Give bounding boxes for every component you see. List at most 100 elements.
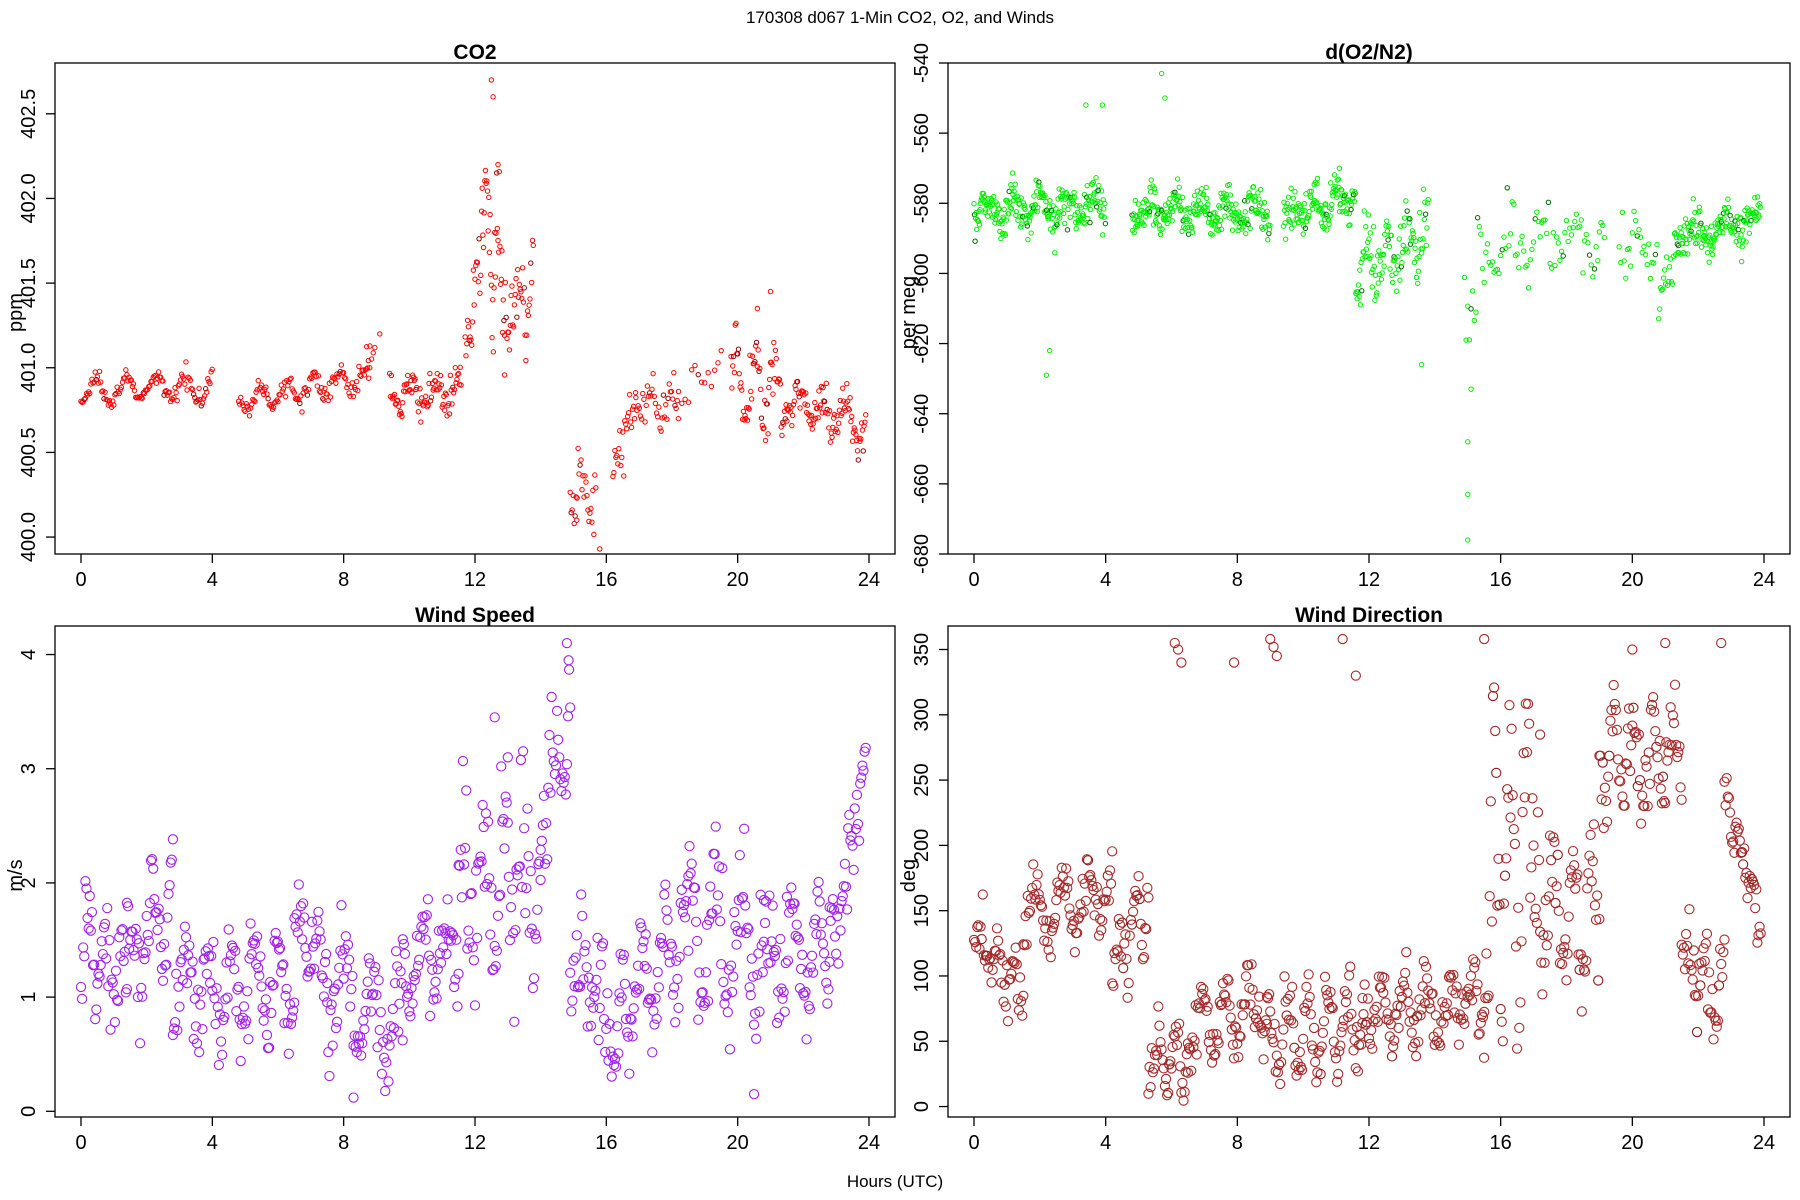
co2-y-tick-label: 401.0	[18, 343, 40, 393]
co2-point	[493, 230, 499, 236]
wind-speed-point	[189, 993, 200, 1004]
o2-point	[1151, 186, 1158, 192]
wind-direction-point	[1005, 973, 1016, 985]
wind-speed-point	[639, 960, 650, 972]
wind-speed-point	[434, 948, 446, 959]
o2-point	[1070, 194, 1076, 200]
co2-point	[487, 211, 493, 218]
o2-point	[1203, 184, 1209, 191]
wind-direction-point	[1666, 740, 1677, 751]
wind-direction-point	[998, 996, 1009, 1007]
wind-speed-point	[158, 938, 170, 950]
o2-point	[1573, 211, 1580, 217]
wind-speed-point	[606, 1071, 617, 1082]
wind-speed-point	[559, 771, 570, 783]
co2-point	[804, 402, 811, 408]
o2-point	[1047, 347, 1053, 354]
co2-point	[187, 377, 194, 383]
wind-speed-point	[111, 994, 123, 1005]
o2-point	[1545, 199, 1552, 206]
wind-speed-point	[666, 941, 678, 952]
co2-point	[243, 401, 249, 407]
o2-point	[1031, 208, 1038, 214]
co2-point	[747, 352, 753, 359]
wind-direction-point	[1624, 765, 1636, 777]
wind-direction-point	[1698, 943, 1709, 954]
wind-direction-point	[1237, 1010, 1248, 1021]
o2-point	[1385, 237, 1391, 243]
o2-y-tick-label: -540	[911, 43, 933, 83]
o2-point	[1570, 224, 1576, 231]
wind-direction-point	[1723, 792, 1735, 804]
co2-point	[171, 394, 177, 401]
wind-direction-point	[1277, 1039, 1288, 1050]
wind-speed-point	[701, 919, 713, 930]
wind-direction-point	[1511, 1043, 1523, 1054]
wind-direction-point	[1708, 1034, 1719, 1045]
co2-point	[821, 398, 828, 405]
o2-point	[1187, 217, 1193, 224]
wind-speed-point	[528, 973, 540, 984]
wind-speed-point	[814, 896, 825, 907]
wind-speed-point	[535, 874, 546, 886]
wind-direction-point	[1607, 726, 1618, 737]
wind-direction-point	[1380, 997, 1391, 1008]
wind-direction-point	[1210, 1048, 1221, 1060]
co2-point	[87, 390, 93, 397]
co2-point	[772, 347, 779, 353]
wind-direction-point	[1566, 872, 1578, 883]
o2-point	[1565, 238, 1571, 245]
wind-direction-point	[1524, 718, 1535, 729]
wind-direction-point	[1161, 1090, 1173, 1101]
wind-direction-point	[1088, 884, 1099, 896]
o2-point	[1242, 209, 1248, 215]
o2-point	[1162, 95, 1168, 101]
wind-direction-point	[1104, 865, 1116, 876]
o2-point	[1241, 219, 1247, 225]
o2-point	[1147, 189, 1154, 195]
o2-point	[1698, 220, 1704, 226]
o2-x-tick-label: 0	[968, 569, 979, 591]
wind-speed-y-tick-label: 2	[18, 877, 40, 888]
wind-direction-y-tick-label: 200	[911, 829, 933, 862]
co2-point	[514, 314, 520, 320]
wind-speed-point	[553, 734, 564, 745]
o2-point	[1296, 210, 1303, 217]
o2-point	[1164, 220, 1170, 227]
o2-x-tick-label: 12	[1358, 569, 1380, 591]
o2-point	[1097, 206, 1103, 212]
wind-speed-point	[350, 1041, 361, 1052]
o2-point	[1008, 205, 1015, 212]
o2-point	[1704, 249, 1711, 256]
co2-point	[263, 384, 269, 390]
o2-point	[1152, 217, 1159, 224]
wind-direction-point	[1421, 973, 1433, 984]
wind-direction-point	[1450, 988, 1461, 999]
wind-speed-point	[617, 954, 628, 965]
wind-direction-point	[1122, 992, 1133, 1003]
wind-speed-point	[646, 994, 657, 1005]
o2-point	[1199, 186, 1205, 192]
wind-speed-point	[334, 962, 345, 973]
co2-point	[341, 375, 348, 381]
co2-point	[446, 411, 453, 417]
o2-point	[1397, 223, 1404, 229]
wind-speed-point	[308, 963, 320, 974]
o2-point	[1384, 218, 1390, 224]
wind-speed-point	[469, 1000, 481, 1011]
wind-direction-point	[1406, 1027, 1417, 1038]
wind-direction-point	[1170, 1021, 1182, 1032]
co2-point	[253, 389, 259, 395]
o2-point	[1399, 249, 1406, 256]
wind-speed-point	[779, 1006, 790, 1017]
wind-speed-point	[508, 927, 519, 939]
wind-direction-point	[1345, 961, 1356, 972]
co2-point	[415, 409, 422, 415]
o2-point	[1380, 251, 1387, 258]
co2-point	[368, 356, 375, 362]
co2-point	[343, 376, 349, 382]
wind-direction-point	[1344, 970, 1355, 981]
o2-point	[1086, 193, 1093, 200]
o2-point	[1031, 193, 1037, 199]
wind-speed-point	[459, 842, 471, 854]
